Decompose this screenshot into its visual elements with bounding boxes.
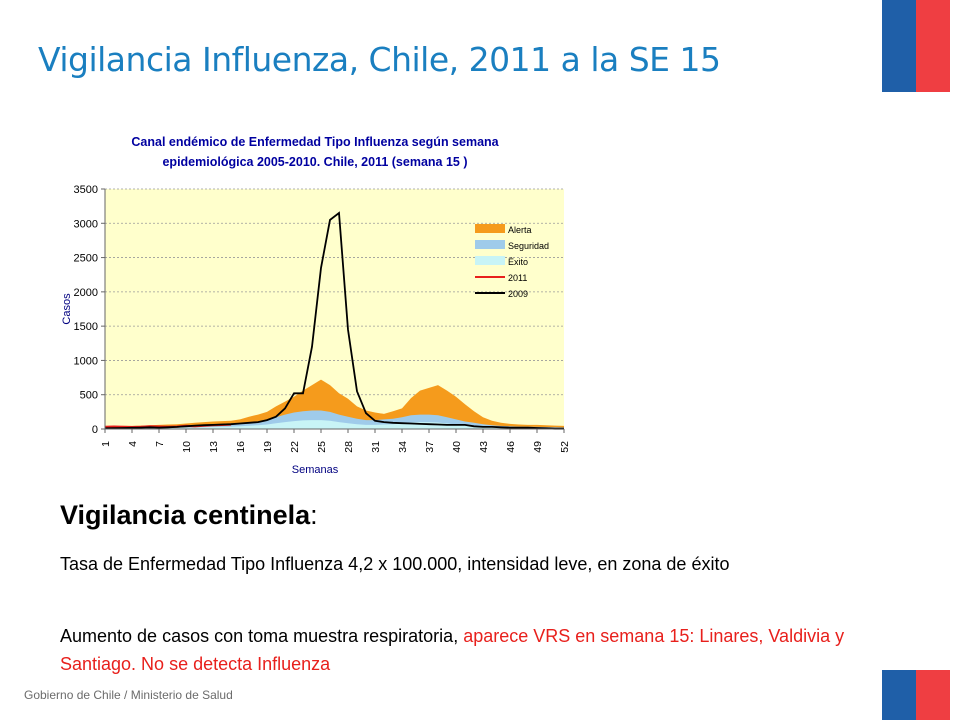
line-2009 [104,211,564,430]
x-tick-label: 43 [478,441,490,453]
x-tick-label: 28 [343,441,355,453]
x-tick-label: 1 [100,441,112,447]
area-exito [105,420,564,429]
y-tick-label: 2500 [74,253,98,265]
x-tick-label: 7 [154,441,166,447]
x-tick-label: 49 [532,441,544,453]
slide-title: Vigilancia Influenza, Chile, 2011 a la S… [38,40,721,79]
chart-title-line2: epidemiológica 2005-2010. Chile, 2011 (s… [162,155,467,169]
x-tick-labels: 1 4 7 10 13 16 19 22 25 28 31 34 37 40 43 46 49 52 [100,429,571,453]
y-tick-label: 0 [92,424,98,436]
y-axis-label: Casos [61,293,73,325]
legend-label: 2011 [508,273,527,283]
legend-swatch [475,256,505,265]
x-tick-label: 10 [181,441,193,453]
y-tick-label: 3000 [74,218,98,230]
x-tick-label: 19 [262,441,274,453]
para2-highlight: aparece VRS en semana 15: Linares, Valdi… [60,626,845,674]
x-tick-label: 4 [127,441,139,447]
chart-title-line1: Canal endémico de Enfermedad Tipo Influe… [131,135,499,149]
y-tick-label: 1000 [74,355,98,367]
para2-text: Aumento de casos con toma muestra respir… [60,626,464,646]
x-tick-label: 34 [397,441,409,453]
y-tick-label: 3500 [74,184,98,196]
area-alerta [105,379,564,429]
endemic-channel-chart: Canal endémico de Enfermedad Tipo Influe… [61,135,571,476]
paragraph-vrs: Aumento de casos con toma muestra respir… [60,622,860,678]
x-tick-label: 16 [235,441,247,453]
y-tick-label: 500 [80,390,98,402]
x-tick-label: 31 [370,441,382,453]
paragraph-ili-rate: Tasa de Enfermedad Tipo Influenza 4,2 x … [60,554,730,574]
x-tick-label: 46 [505,441,517,453]
legend-label: Alerta [508,225,532,235]
x-axis-label: Semanas [292,464,339,476]
chile-flag-bottom [882,670,950,720]
chile-flag-top [882,0,950,92]
legend-label: 2009 [508,289,528,299]
footer-text: Gobierno de Chile / Ministerio de Salud [24,688,233,702]
y-tick-label: 1500 [74,321,98,333]
legend-swatch [475,224,505,233]
x-tick-label: 13 [208,441,220,453]
section-heading: Vigilancia centinela: [60,500,318,530]
x-tick-label: 40 [451,441,463,453]
y-tick-labels: 0 500 1000 1500 2000 2500 3000 3500 [74,184,105,436]
legend-swatch [475,240,505,249]
legend-label: Seguridad [508,241,549,251]
x-tick-label: 22 [289,441,301,453]
x-tick-label: 37 [424,441,436,453]
legend-label: Éxito [508,257,528,267]
legend: Alerta Seguridad Éxito 2011 2009 [475,224,549,299]
line-series [104,211,564,430]
y-tick-label: 2000 [74,287,98,299]
x-tick-label: 52 [559,441,571,453]
gridlines [105,188,564,396]
x-tick-label: 25 [316,441,328,453]
